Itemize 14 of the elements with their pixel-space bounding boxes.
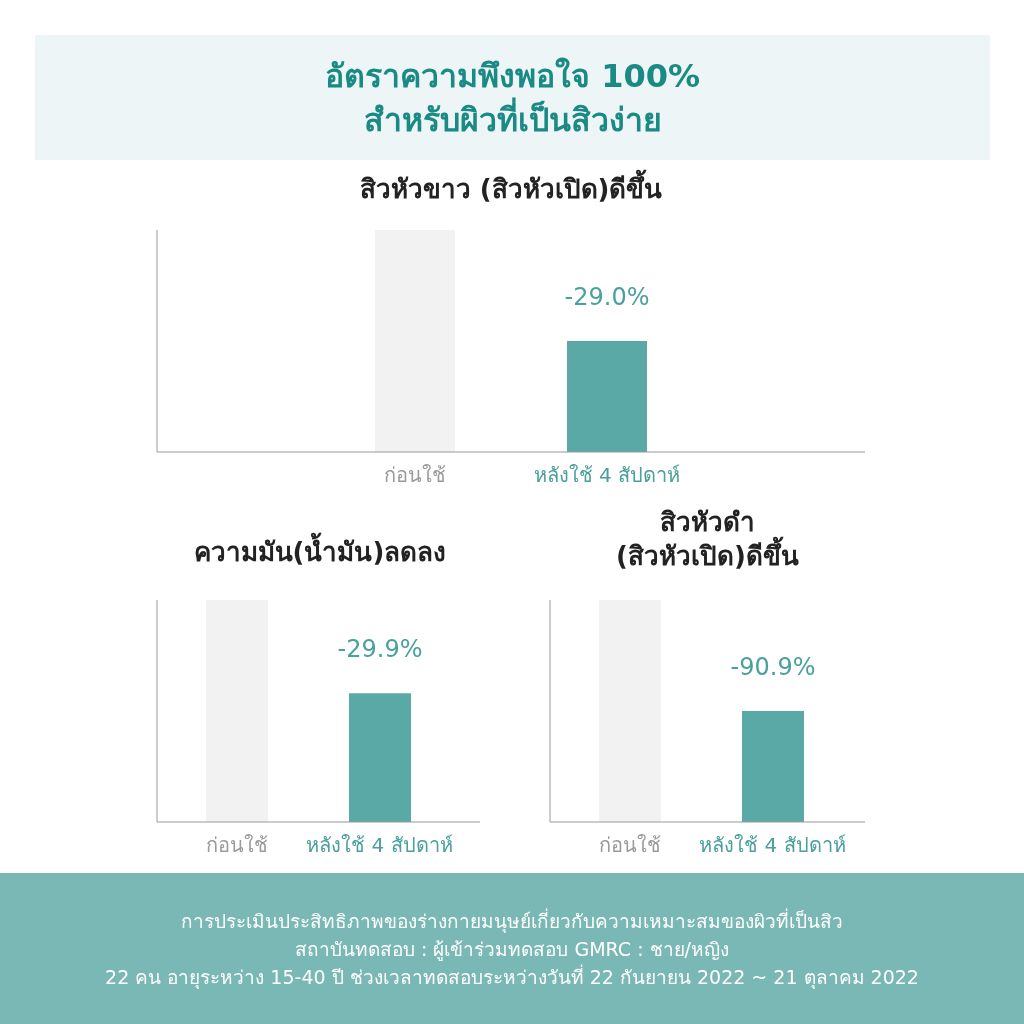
chart-title: สิวหัวดำ (สิวหัวเปิด)ดีขึ้น [615, 506, 800, 573]
annotation: -29.9% [337, 635, 423, 664]
x-tick-label: หลังใช้ 4 สัปดาห์ [699, 833, 846, 857]
text: 22 คน อายุระหว่าง 15-40 ปี ช่วงเวลาทดสอบระหว่างวันที่ 22 กันยายน 2022 ~ 21 ตุลาคม 2022 [104, 963, 920, 991]
x-tick-label: หลังใช้ 4 สัปดาห์ [533, 463, 681, 487]
x-tick-label: ก่อนใช้ [384, 463, 446, 487]
x-tick-label: ก่อนใช้ [598, 833, 661, 857]
text: สถาบันทดสอบ : ผู้เข้าร่วมทดสอบ GMRC : ชาย/หญิง [293, 936, 730, 963]
annotation: -29.0% [564, 283, 650, 311]
annotation: -90.9% [730, 653, 816, 681]
text: การประเมินประสิทธิภาพของร่างกายมนุษย์เกี่ยวกับความเหมาะสมของผิวที่เป็นสิว [180, 907, 844, 935]
x-tick-label: หลังใช้ 4 สัปดาห์ [306, 833, 453, 857]
x-tick-label: ก่อนใช้ [205, 833, 268, 857]
text: อัตราความพึงพอใจ 100% สำหรับผิวที่เป็นสิวง่าย [324, 55, 701, 141]
